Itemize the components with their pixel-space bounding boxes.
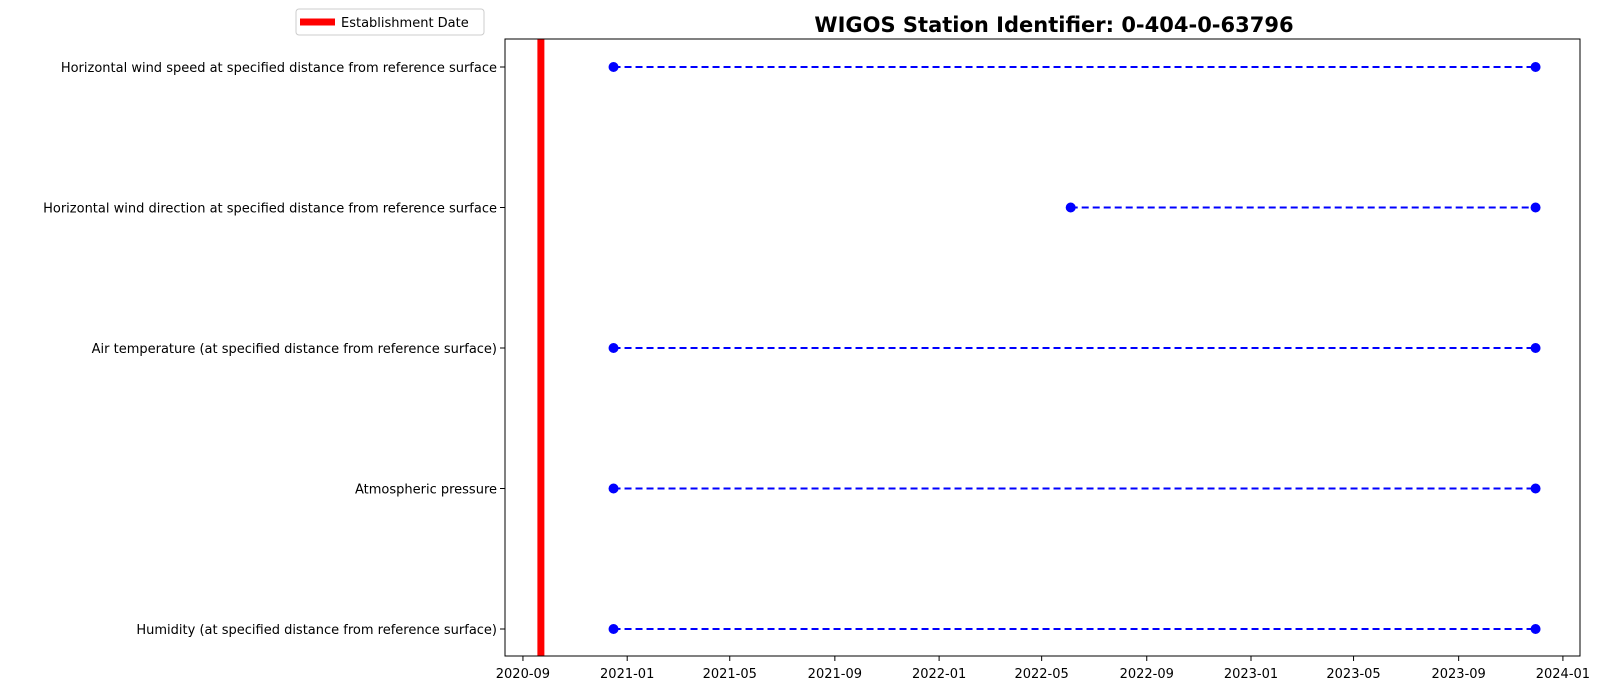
x-tick-label: 2023-05 bbox=[1326, 667, 1380, 682]
series-start-point bbox=[608, 343, 619, 353]
legend-box bbox=[295, 8, 485, 36]
x-tick-label: 2021-09 bbox=[808, 667, 862, 682]
x-tick-label: 2023-09 bbox=[1431, 667, 1485, 682]
series-start-point bbox=[1065, 202, 1076, 213]
series-start-point bbox=[608, 483, 619, 494]
y-tick-label: Horizontal wind direction at specified d… bbox=[43, 202, 497, 217]
series-end-point bbox=[1530, 202, 1541, 213]
chart-title: WIGOS Station Identifier: 0-404-0-63796 bbox=[814, 13, 1293, 37]
series-start-point bbox=[608, 62, 619, 72]
y-tick-label: Horizontal wind speed at specified dista… bbox=[61, 61, 497, 76]
series-end-point bbox=[1530, 624, 1541, 634]
series-end-point bbox=[1530, 483, 1541, 494]
y-tick-label: Atmospheric pressure bbox=[355, 483, 497, 498]
series-end-point bbox=[1530, 62, 1541, 72]
legend: Establishment Date bbox=[295, 8, 485, 36]
legend-establishment-label: Establishment Date bbox=[341, 16, 469, 31]
x-tick-label: 2022-05 bbox=[1014, 667, 1068, 682]
series-end-point bbox=[1530, 343, 1541, 353]
x-tick-label: 2024-01 bbox=[1536, 667, 1590, 682]
series-start-point bbox=[608, 624, 619, 634]
x-tick-label: 2023-01 bbox=[1224, 667, 1278, 682]
x-tick-label: 2022-09 bbox=[1120, 667, 1174, 682]
y-tick-label: Humidity (at specified distance from ref… bbox=[136, 623, 497, 638]
x-tick-label: 2021-05 bbox=[703, 667, 757, 682]
x-tick-label: 2022-01 bbox=[912, 667, 966, 682]
y-tick-label: Air temperature (at specified distance f… bbox=[92, 342, 497, 357]
x-tick-label: 2021-01 bbox=[600, 667, 654, 682]
x-tick-label: 2020-09 bbox=[496, 667, 550, 682]
plot-area bbox=[537, 39, 1541, 656]
